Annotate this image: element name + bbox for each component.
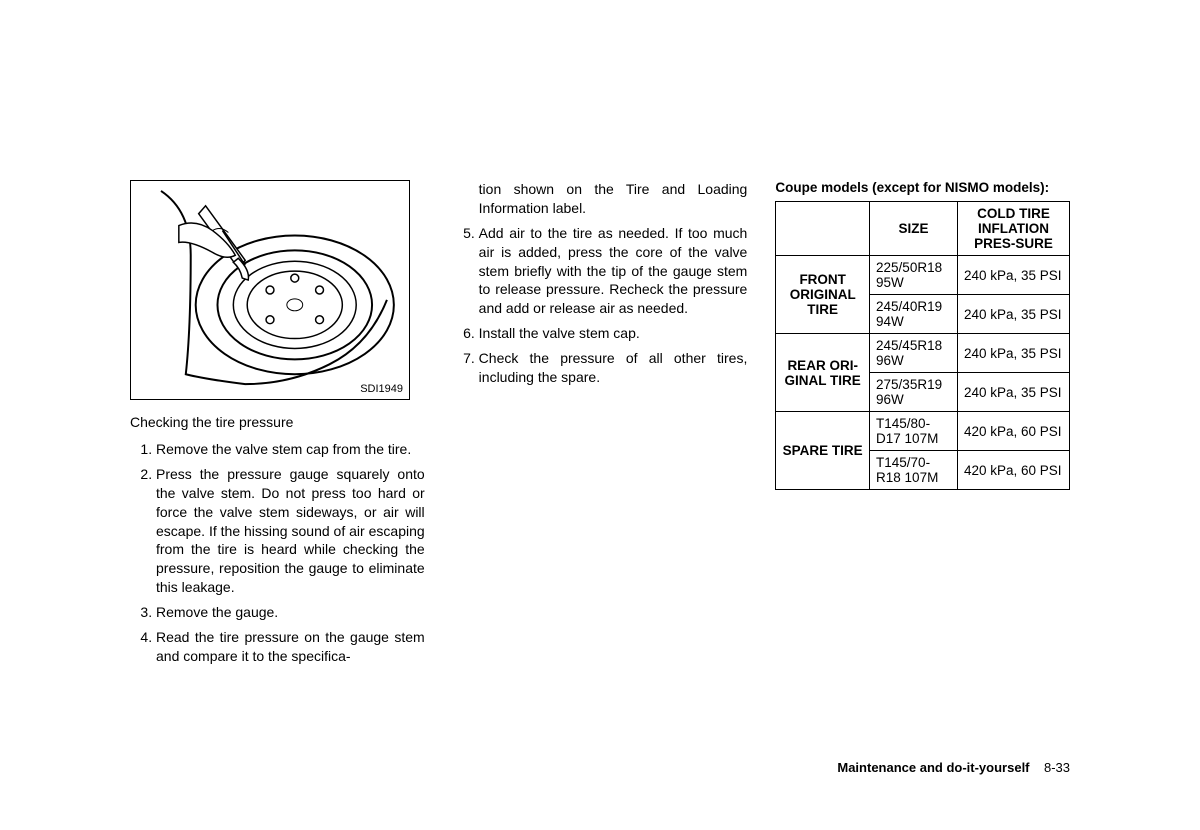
table-rowhead-spare: SPARE TIRE <box>776 412 870 490</box>
figure-code: SDI1949 <box>360 383 403 395</box>
table-rowhead-rear: REAR ORI-GINAL TIRE <box>776 334 870 412</box>
column-middle: tion shown on the Tire and Loading Infor… <box>453 180 748 672</box>
figure-caption: Checking the tire pressure <box>130 414 425 430</box>
column-left: SDI1949 Checking the tire pressure Remov… <box>130 180 425 672</box>
table-cell: 225/50R18 95W <box>870 256 958 295</box>
table-cell: 240 kPa, 35 PSI <box>957 373 1069 412</box>
footer-section: Maintenance and do-it-yourself <box>837 760 1029 775</box>
table-cell: 420 kPa, 60 PSI <box>957 451 1069 490</box>
step-5: Add air to the tire as needed. If too mu… <box>479 224 748 318</box>
page-footer: Maintenance and do-it-yourself 8-33 <box>837 760 1070 775</box>
table-cell: 245/45R18 96W <box>870 334 958 373</box>
step-3: Remove the gauge. <box>156 603 425 622</box>
table-cell: 240 kPa, 35 PSI <box>957 256 1069 295</box>
step-4: Read the tire pressure on the gauge stem… <box>156 628 425 666</box>
table-header-blank <box>776 202 870 256</box>
table-header-pressure: COLD TIRE INFLATION PRES-SURE <box>957 202 1069 256</box>
footer-page: 8-33 <box>1044 760 1070 775</box>
step-4-continuation: tion shown on the Tire and Loading Infor… <box>479 180 748 218</box>
table-cell: 240 kPa, 35 PSI <box>957 334 1069 373</box>
step-7: Check the pressure of all other tires, i… <box>479 349 748 387</box>
page-columns: SDI1949 Checking the tire pressure Remov… <box>130 180 1070 672</box>
table-header-row: SIZE COLD TIRE INFLATION PRES-SURE <box>776 202 1070 256</box>
step-2: Press the pressure gauge squarely onto t… <box>156 465 425 597</box>
table-row: REAR ORI-GINAL TIRE 245/45R18 96W 240 kP… <box>776 334 1070 373</box>
table-cell: T145/70-R18 107M <box>870 451 958 490</box>
table-row: SPARE TIRE T145/80-D17 107M 420 kPa, 60 … <box>776 412 1070 451</box>
column-right: Coupe models (except for NISMO models): … <box>775 180 1070 672</box>
tire-figure: SDI1949 <box>130 180 410 400</box>
table-title: Coupe models (except for NISMO models): <box>775 180 1070 195</box>
tire-pressure-table: SIZE COLD TIRE INFLATION PRES-SURE FRONT… <box>775 201 1070 490</box>
step-6: Install the valve stem cap. <box>479 324 748 343</box>
table-header-size: SIZE <box>870 202 958 256</box>
table-cell: 240 kPa, 35 PSI <box>957 295 1069 334</box>
tire-check-illustration <box>131 181 409 399</box>
step-1: Remove the valve stem cap from the tire. <box>156 440 425 459</box>
table-rowhead-front: FRONT ORIGINAL TIRE <box>776 256 870 334</box>
table-cell: 245/40R19 94W <box>870 295 958 334</box>
table-cell: 420 kPa, 60 PSI <box>957 412 1069 451</box>
table-cell: T145/80-D17 107M <box>870 412 958 451</box>
steps-list-middle: Add air to the tire as needed. If too mu… <box>453 224 748 387</box>
table-cell: 275/35R19 96W <box>870 373 958 412</box>
table-row: FRONT ORIGINAL TIRE 225/50R18 95W 240 kP… <box>776 256 1070 295</box>
steps-list-left: Remove the valve stem cap from the tire.… <box>130 440 425 666</box>
